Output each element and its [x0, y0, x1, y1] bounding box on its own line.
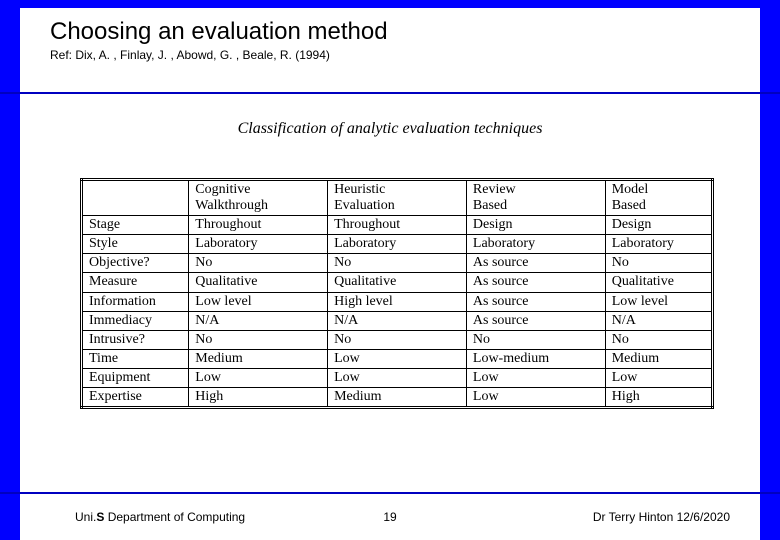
- table-cell: Medium: [189, 349, 328, 368]
- table-cell: Low level: [189, 292, 328, 311]
- table-cell: High level: [328, 292, 467, 311]
- table-cell: No: [189, 330, 328, 349]
- table-cell: No: [189, 254, 328, 273]
- table-cell: Laboratory: [189, 235, 328, 254]
- table-cell: As source: [466, 273, 605, 292]
- table-cell: Throughout: [328, 216, 467, 235]
- table-cell: N/A: [328, 311, 467, 330]
- footer-right: Dr Terry Hinton 12/6/2020: [593, 510, 730, 524]
- table-column-header: Heuristic Evaluation: [328, 180, 467, 216]
- table-row-header: Expertise: [82, 388, 189, 408]
- table-cell: Laboratory: [466, 235, 605, 254]
- table-column-header: Cognitive Walkthrough: [189, 180, 328, 216]
- table-cell: Low: [189, 368, 328, 387]
- slide-body: Choosing an evaluation method Ref: Dix, …: [20, 8, 760, 494]
- table-cell: Qualitative: [328, 273, 467, 292]
- table-cell: High: [605, 388, 712, 408]
- table-row: StyleLaboratoryLaboratoryLaboratoryLabor…: [82, 235, 713, 254]
- table-cell: Low: [466, 368, 605, 387]
- slide-subtitle: Ref: Dix, A. , Finlay, J. , Abowd, G. , …: [50, 48, 730, 62]
- table-row: ImmediacyN/AN/AAs sourceN/A: [82, 311, 713, 330]
- table-caption: Classification of analytic evaluation te…: [20, 120, 760, 138]
- table-row-header: Equipment: [82, 368, 189, 387]
- table-cell: Qualitative: [605, 273, 712, 292]
- title-block: Choosing an evaluation method Ref: Dix, …: [20, 8, 760, 64]
- table-row-header: Information: [82, 292, 189, 311]
- table-row-header: Immediacy: [82, 311, 189, 330]
- table-cell: N/A: [605, 311, 712, 330]
- table-cell: Low level: [605, 292, 712, 311]
- table-row-header: Stage: [82, 216, 189, 235]
- table-cell: Design: [605, 216, 712, 235]
- table-corner-cell: [82, 180, 189, 216]
- table-row: TimeMediumLowLow-mediumMedium: [82, 349, 713, 368]
- table-cell: No: [328, 254, 467, 273]
- table-row: InformationLow levelHigh levelAs sourceL…: [82, 292, 713, 311]
- table-row-header: Intrusive?: [82, 330, 189, 349]
- table-row: ExpertiseHighMediumLowHigh: [82, 388, 713, 408]
- table-row-header: Time: [82, 349, 189, 368]
- table-row-header: Style: [82, 235, 189, 254]
- table-column-header: Model Based: [605, 180, 712, 216]
- table-cell: As source: [466, 292, 605, 311]
- table-cell: No: [605, 254, 712, 273]
- table-cell: Medium: [605, 349, 712, 368]
- table-cell: Low: [605, 368, 712, 387]
- table-cell: Low: [466, 388, 605, 408]
- table-cell: Medium: [328, 388, 467, 408]
- table-cell: Low-medium: [466, 349, 605, 368]
- table-cell: Laboratory: [605, 235, 712, 254]
- table-cell: No: [466, 330, 605, 349]
- table-row: EquipmentLowLowLowLow: [82, 368, 713, 387]
- table-cell: Low: [328, 349, 467, 368]
- table-cell: Design: [466, 216, 605, 235]
- table-container: Cognitive WalkthroughHeuristic Evaluatio…: [80, 178, 714, 409]
- table-row: Objective?NoNoAs sourceNo: [82, 254, 713, 273]
- table-row: StageThroughoutThroughoutDesignDesign: [82, 216, 713, 235]
- slide-title: Choosing an evaluation method: [50, 18, 730, 46]
- table-cell: No: [605, 330, 712, 349]
- divider-top: [0, 92, 780, 94]
- table-cell: Qualitative: [189, 273, 328, 292]
- table-cell: No: [328, 330, 467, 349]
- footer: Uni.S Department of Computing 19 Dr Terr…: [20, 494, 760, 540]
- table-cell: As source: [466, 311, 605, 330]
- table-cell: N/A: [189, 311, 328, 330]
- table-cell: As source: [466, 254, 605, 273]
- table-row: Intrusive?NoNoNoNo: [82, 330, 713, 349]
- table-cell: Throughout: [189, 216, 328, 235]
- table-row-header: Measure: [82, 273, 189, 292]
- table-cell: High: [189, 388, 328, 408]
- table-column-header: Review Based: [466, 180, 605, 216]
- table-row-header: Objective?: [82, 254, 189, 273]
- classification-table: Cognitive WalkthroughHeuristic Evaluatio…: [80, 178, 714, 409]
- table-cell: Laboratory: [328, 235, 467, 254]
- table-cell: Low: [328, 368, 467, 387]
- table-row: MeasureQualitativeQualitativeAs sourceQu…: [82, 273, 713, 292]
